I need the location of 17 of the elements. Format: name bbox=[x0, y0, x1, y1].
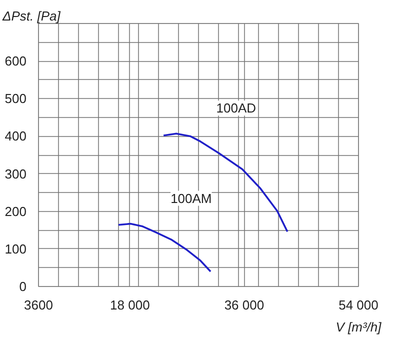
x-tick-label: 36 000 bbox=[224, 298, 264, 312]
line-series bbox=[118, 222, 212, 272]
x-tick-label: 54 000 bbox=[338, 298, 378, 312]
y-tick-label: 200 bbox=[4, 204, 27, 219]
y-tick-label: 300 bbox=[4, 166, 27, 182]
y-axis-title: ΔPst. [Pa] bbox=[2, 8, 61, 24]
y-tick-label: 500 bbox=[4, 91, 27, 106]
text: 100AM bbox=[170, 190, 212, 206]
y-tick-label: 0 bbox=[19, 279, 27, 294]
x-tick-label: 3600 bbox=[24, 298, 53, 312]
x-tick-label: 18 000 bbox=[110, 298, 150, 312]
line-series bbox=[162, 132, 288, 233]
text: 100AD bbox=[216, 100, 256, 116]
y-tick-label: 600 bbox=[4, 54, 27, 69]
x-axis-title: V [m³/h] bbox=[336, 320, 382, 334]
y-tick-label: 100 bbox=[4, 241, 27, 256]
y-tick-label: 400 bbox=[4, 128, 27, 144]
